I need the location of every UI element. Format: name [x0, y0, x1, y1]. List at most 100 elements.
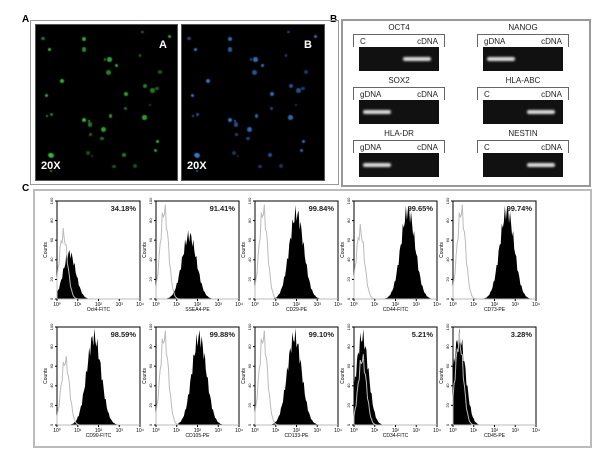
- panel-b-label: B: [330, 14, 338, 25]
- cell-nucleus: [158, 69, 163, 74]
- cell-nucleus: [194, 47, 197, 51]
- y-tick-label: 20: [346, 402, 351, 407]
- gene-name: SOX2: [388, 76, 410, 85]
- lane-label: gDNA: [360, 143, 382, 152]
- cell-nucleus: [301, 86, 305, 91]
- cell-nucleus: [106, 69, 111, 75]
- lane-label: gDNA: [484, 37, 506, 46]
- gene-name: HLA-ABC: [505, 76, 541, 85]
- percent-positive-label: 34.18%: [111, 204, 137, 213]
- x-tick-label: 10⁴: [532, 302, 540, 308]
- cell-nucleus: [288, 115, 293, 120]
- sample-histogram: [453, 205, 536, 299]
- x-tick-label: 10¹: [470, 302, 478, 308]
- cell-nucleus: [88, 133, 92, 136]
- y-tick-label: 60: [445, 363, 450, 368]
- cell-nucleus: [81, 47, 86, 52]
- x-tick-label: 10⁴: [235, 302, 243, 308]
- x-tick-label: 10⁰: [449, 428, 457, 434]
- y-tick-label: 20: [148, 402, 153, 407]
- gel-image: [483, 47, 563, 71]
- image-tag: A: [159, 39, 167, 51]
- gene-name: OCT4: [388, 23, 410, 32]
- histogram-oct4-fitc: 0 20 40 60 80 100 10⁰ 10¹ 10² 10³ 10⁴ Counts Oct4-FI…: [43, 197, 144, 313]
- histogram-cd105-pe: 0 20 40 60 80 100 10⁰ 10¹ 10² 10³ 10⁴ Counts CD105-P…: [142, 323, 243, 439]
- x-tick-label: 10⁰: [251, 428, 259, 434]
- cell-nucleus: [47, 152, 52, 157]
- cell-nucleus: [267, 153, 273, 158]
- x-tick-label: 10³: [215, 428, 223, 434]
- y-tick-label: 100: [445, 197, 450, 204]
- cell-nucleus: [111, 164, 116, 169]
- x-tick-label: 10³: [215, 302, 223, 308]
- x-tick-label: 10¹: [371, 428, 379, 434]
- y-axis-label: Counts: [241, 368, 247, 384]
- y-tick-label: 40: [247, 257, 252, 262]
- sample-histogram: [255, 205, 338, 299]
- histogram-ssea4-pe: 0 20 40 60 80 100 10⁰ 10¹ 10² 10³ 10⁴ Counts SSEA4-P…: [142, 197, 243, 313]
- y-tick-label: 100: [247, 197, 252, 204]
- lane-label: cDNA: [541, 37, 562, 46]
- x-tick-label: 10¹: [470, 428, 478, 434]
- y-tick-label: 20: [445, 276, 450, 281]
- y-tick-label: 100: [148, 323, 153, 330]
- histogram-cd44-fitc: 0 20 40 60 80 100 10⁰ 10¹ 10² 10³ 10⁴ Counts CD44-FI…: [340, 197, 441, 313]
- x-tick-label: 10⁰: [350, 428, 358, 434]
- sample-histogram: [354, 205, 437, 299]
- cell-nucleus: [260, 63, 265, 67]
- y-tick-label: 80: [445, 344, 450, 349]
- x-tick-label: 10¹: [272, 302, 280, 308]
- x-axis-label: Oct4-FITC: [87, 307, 111, 313]
- cell-nucleus: [60, 78, 65, 83]
- x-tick-label: 10³: [512, 428, 520, 434]
- y-tick-label: 0: [445, 297, 450, 300]
- histogram-cd90-fitc: 0 20 40 60 80 100 10⁰ 10¹ 10² 10³ 10⁴ Counts CD90-FI…: [43, 323, 144, 439]
- lane-label: cDNA: [417, 37, 438, 46]
- x-tick-label: 10³: [314, 302, 322, 308]
- x-tick-label: 10²: [194, 428, 202, 434]
- y-tick-label: 40: [346, 383, 351, 388]
- percent-positive-label: 99.74%: [507, 204, 533, 213]
- gel-image: [483, 100, 563, 124]
- x-tick-label: 10⁰: [251, 302, 259, 308]
- gene-name: NANOG: [508, 23, 538, 32]
- cell-nucleus: [227, 37, 232, 42]
- sample-histogram: [156, 230, 239, 299]
- gel-image: [359, 47, 439, 71]
- y-tick-label: 0: [346, 423, 351, 426]
- gel-sox2: SOX2 gDNA cDNA: [349, 76, 449, 124]
- sample-histogram: [57, 249, 140, 299]
- y-tick-label: 60: [49, 237, 54, 242]
- panel-a-frame: [30, 20, 339, 185]
- cell-nucleus: [233, 122, 239, 127]
- lane-bracket: gDNA cDNA: [353, 140, 445, 153]
- cell-nucleus: [237, 154, 240, 158]
- x-tick-label: 10⁴: [433, 428, 441, 434]
- cell-nucleus: [249, 58, 253, 61]
- y-tick-label: 60: [445, 237, 450, 242]
- y-tick-label: 20: [49, 402, 54, 407]
- x-axis-label: CD45-PE: [484, 433, 506, 439]
- y-tick-label: 80: [346, 218, 351, 223]
- y-tick-label: 100: [346, 197, 351, 204]
- y-tick-label: 60: [148, 237, 153, 242]
- y-tick-label: 40: [49, 383, 54, 388]
- y-tick-label: 80: [148, 218, 153, 223]
- cell-nucleus: [87, 120, 90, 123]
- y-axis-label: Counts: [439, 242, 445, 258]
- lane-bracket: gDNA cDNA: [477, 34, 569, 47]
- percent-positive-label: 99.10%: [309, 330, 335, 339]
- cell-nucleus: [284, 54, 288, 57]
- x-tick-label: 10¹: [173, 302, 181, 308]
- cell-nucleus: [257, 164, 262, 169]
- y-tick-label: 40: [148, 383, 153, 388]
- cell-nucleus: [247, 126, 253, 132]
- x-tick-label: 10¹: [272, 428, 280, 434]
- y-tick-label: 20: [247, 276, 252, 281]
- y-tick-label: 20: [445, 402, 450, 407]
- cell-nucleus: [132, 164, 137, 169]
- x-axis-label: CD29-PE: [286, 307, 308, 313]
- lane-label: gDNA: [360, 90, 382, 99]
- sample-histogram: [453, 327, 536, 425]
